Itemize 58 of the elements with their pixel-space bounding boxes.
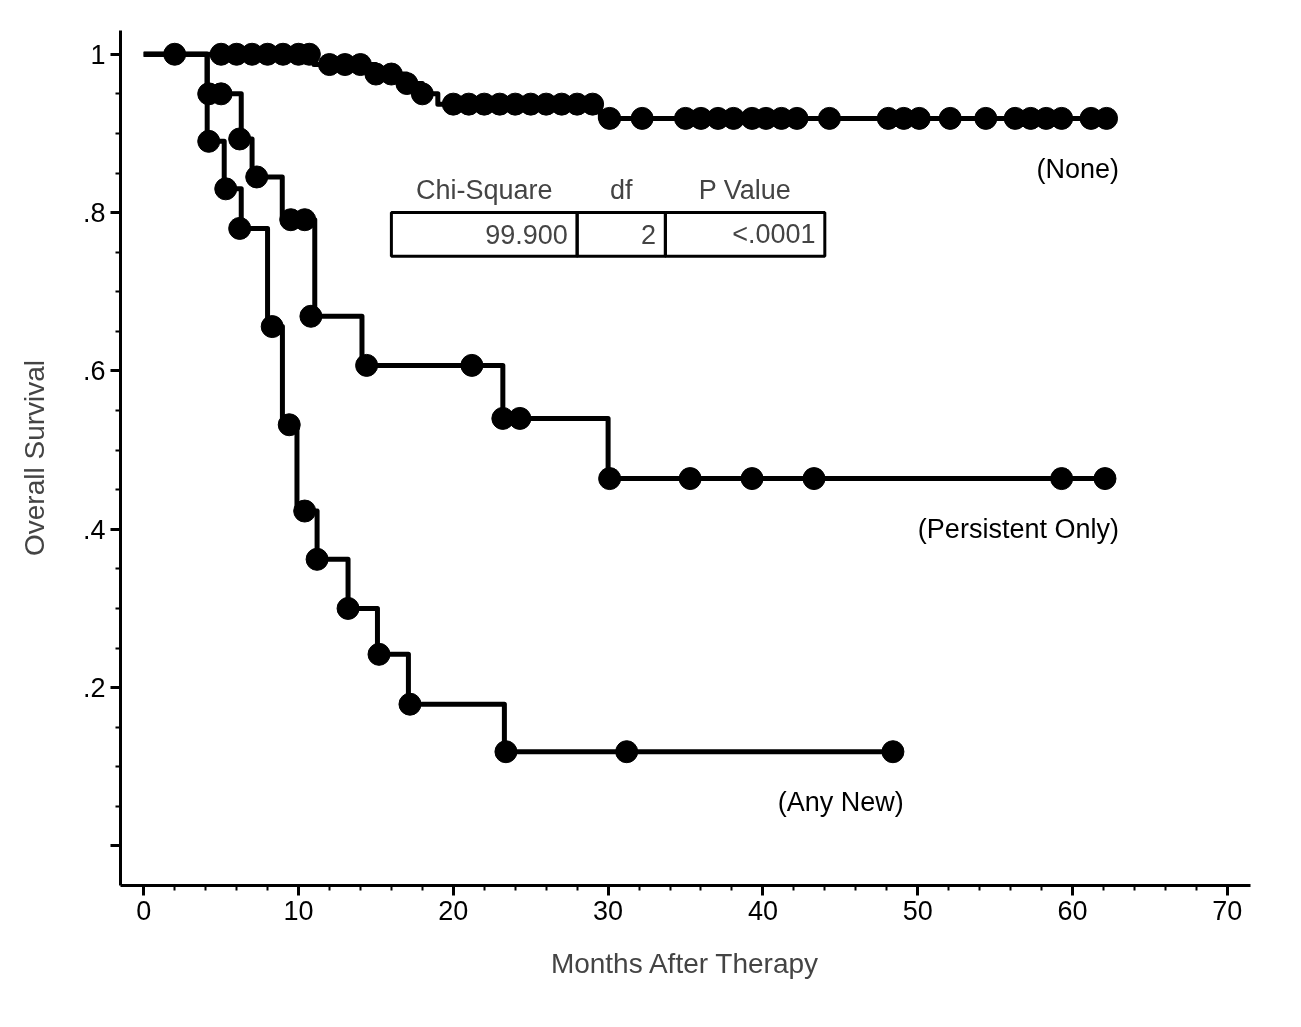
annotation: 2 <box>641 219 657 250</box>
y-tick-label: .8 <box>82 198 106 229</box>
x-tick-label: 20 <box>438 895 469 926</box>
point <box>615 740 639 764</box>
point <box>494 740 518 764</box>
point <box>299 304 323 328</box>
point <box>245 165 269 189</box>
x-axis-title: Months After Therapy <box>550 947 819 979</box>
x-tick-label: 10 <box>283 895 314 926</box>
point <box>598 467 622 491</box>
x-tick-label: 50 <box>902 895 933 926</box>
point <box>1050 467 1074 491</box>
point <box>214 177 238 201</box>
point <box>598 106 622 130</box>
point <box>802 467 826 491</box>
y-tick-label: .2 <box>82 673 106 704</box>
y-axis-title: Overall Survival <box>18 359 50 557</box>
annotation: P Value <box>698 174 791 205</box>
x-tick-label: 40 <box>747 895 778 926</box>
point <box>228 127 252 151</box>
point <box>293 499 317 523</box>
x-tick-label: 0 <box>136 895 152 926</box>
point <box>1093 467 1117 491</box>
y-tick-label: .4 <box>82 514 106 545</box>
point <box>410 82 434 106</box>
point <box>460 353 484 377</box>
point <box>277 413 301 437</box>
point <box>974 106 998 130</box>
point <box>336 596 360 620</box>
point <box>740 467 764 491</box>
x-tick-label: 30 <box>593 895 624 926</box>
point <box>197 129 221 153</box>
annotation: <.0001 <box>732 219 816 250</box>
point <box>398 692 422 716</box>
x-tick-label: 60 <box>1057 895 1088 926</box>
series-label: (Persistent Only) <box>917 514 1119 545</box>
point <box>228 216 252 240</box>
point <box>355 353 379 377</box>
series-label: (Any New) <box>777 787 904 818</box>
point <box>1095 106 1119 130</box>
point <box>817 106 841 130</box>
point <box>630 106 654 130</box>
y-tick-label: 1 <box>90 39 106 70</box>
x-tick-label: 70 <box>1212 895 1243 926</box>
series-label: (None) <box>1036 154 1119 184</box>
annotation: Chi-Square <box>415 174 553 205</box>
point <box>678 467 702 491</box>
point <box>508 406 532 430</box>
point <box>881 740 905 764</box>
y-tick-label: .6 <box>82 356 106 387</box>
point <box>938 106 962 130</box>
point <box>1050 106 1074 130</box>
point <box>367 642 391 666</box>
point <box>260 315 284 339</box>
point <box>163 42 187 66</box>
point <box>305 547 329 571</box>
annotation: df <box>610 174 634 205</box>
annotation: 99.900 <box>485 219 568 250</box>
